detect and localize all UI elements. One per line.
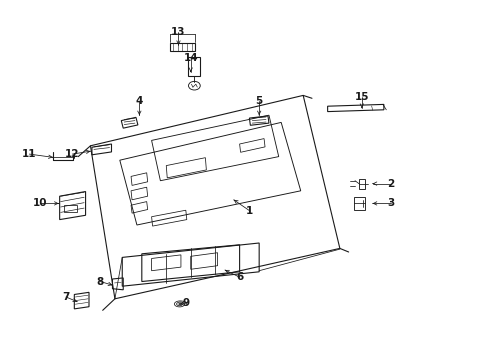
Text: 8: 8 xyxy=(97,276,103,287)
Text: 7: 7 xyxy=(62,292,70,302)
Text: 10: 10 xyxy=(33,198,47,208)
Text: 15: 15 xyxy=(354,92,368,102)
Bar xyxy=(63,205,77,212)
Text: 11: 11 xyxy=(22,149,37,159)
Text: 5: 5 xyxy=(255,96,262,106)
Text: 9: 9 xyxy=(182,298,189,308)
Text: 2: 2 xyxy=(387,179,394,189)
Text: 14: 14 xyxy=(183,53,198,63)
Bar xyxy=(353,197,364,210)
Text: 3: 3 xyxy=(387,198,394,208)
Text: 12: 12 xyxy=(65,149,80,159)
Text: 6: 6 xyxy=(236,272,243,282)
Text: 4: 4 xyxy=(135,96,143,106)
Text: 1: 1 xyxy=(245,206,252,216)
Text: 13: 13 xyxy=(171,27,185,37)
Bar xyxy=(358,179,364,189)
